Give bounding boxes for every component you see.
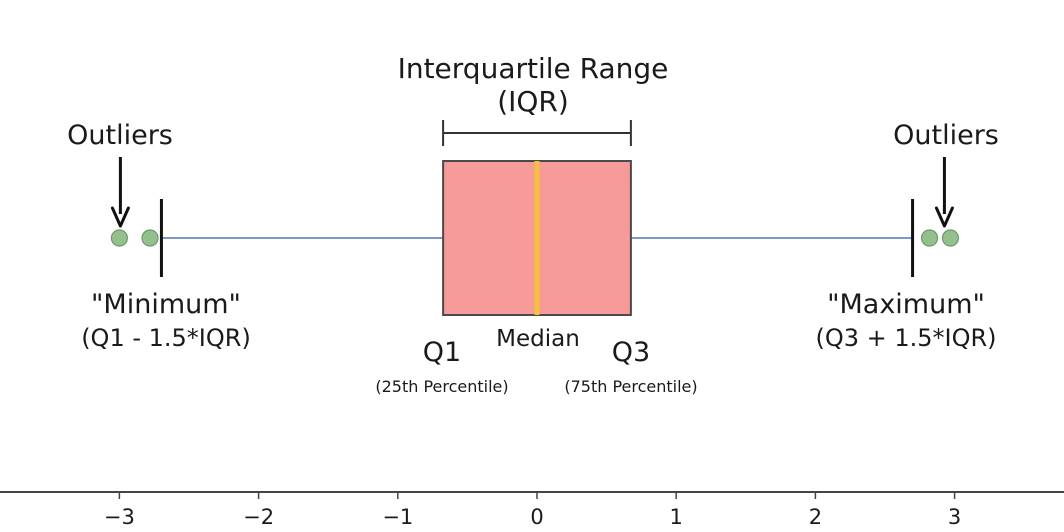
outlier-arrows xyxy=(110,157,954,228)
x-tick-label: 1 xyxy=(670,505,683,529)
outliers-right-label: Outliers xyxy=(893,120,999,151)
q1-sub-label: (25th Percentile) xyxy=(375,377,508,396)
outliers-left-label: Outliers xyxy=(67,120,173,151)
maximum-formula: (Q3 + 1.5*IQR) xyxy=(815,324,996,352)
x-tick-label: 0 xyxy=(530,505,543,529)
boxplot xyxy=(110,160,960,316)
x-tick-label: 2 xyxy=(809,505,822,529)
x-tick-label: −2 xyxy=(243,505,274,529)
outlier-point-3 xyxy=(920,229,939,247)
x-axis: −3 −2 −1 0 1 2 3 xyxy=(0,491,1064,529)
q3-label: Q3 xyxy=(612,337,650,368)
x-tick-label: 3 xyxy=(948,505,961,529)
iqr-title-line1: Interquartile Range xyxy=(398,52,669,85)
iqr-bracket xyxy=(442,120,632,146)
outlier-point-1 xyxy=(110,229,129,247)
minimum-label: "Minimum" xyxy=(91,289,241,320)
q1-label: Q1 xyxy=(423,337,461,368)
outlier-point-2 xyxy=(141,229,159,247)
x-tick-label: −1 xyxy=(382,505,413,529)
iqr-title-line2: (IQR) xyxy=(497,85,569,118)
minimum-formula: (Q1 - 1.5*IQR) xyxy=(81,324,251,352)
q3-sub-label: (75th Percentile) xyxy=(564,377,697,396)
right-outlier-arrow-head xyxy=(934,206,954,228)
outlier-point-4 xyxy=(941,229,960,247)
maximum-label: "Maximum" xyxy=(827,289,985,320)
left-outlier-arrow-head xyxy=(110,206,130,228)
x-tick-label: −3 xyxy=(104,505,135,529)
median-label: Median xyxy=(496,326,580,352)
